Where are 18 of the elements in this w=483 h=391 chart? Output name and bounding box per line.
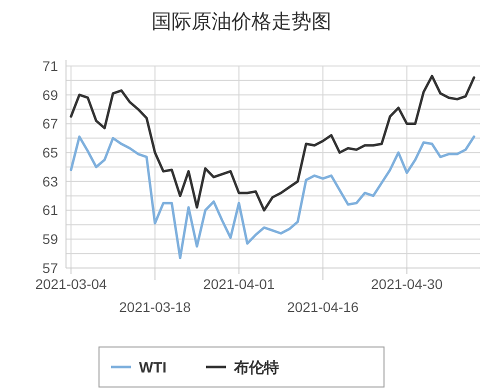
legend-label: 布伦特: [233, 359, 279, 376]
y-tick-label: 57: [42, 260, 58, 276]
x-tick-label: 2021-03-04: [35, 276, 108, 292]
y-tick-label: 65: [42, 144, 58, 160]
line-series: [70, 74, 476, 212]
chart-title: 国际原油价格走势图: [152, 11, 332, 33]
y-tick-label: 59: [42, 231, 58, 248]
y-tick-label: 67: [42, 116, 58, 132]
x-tick-label: 2021-04-01: [203, 276, 275, 292]
y-tick-label: 69: [42, 86, 58, 103]
x-tick-label: 2021-03-18: [119, 299, 191, 315]
x-tick-label: 2021-04-16: [287, 299, 359, 315]
x-tick-label: 2021-04-30: [371, 276, 443, 292]
legend-label: WTI: [139, 359, 166, 376]
line-series: [70, 135, 476, 260]
y-tick-label: 61: [42, 202, 58, 218]
y-tick-label: 71: [42, 58, 58, 74]
y-tick-label: 63: [42, 173, 58, 190]
